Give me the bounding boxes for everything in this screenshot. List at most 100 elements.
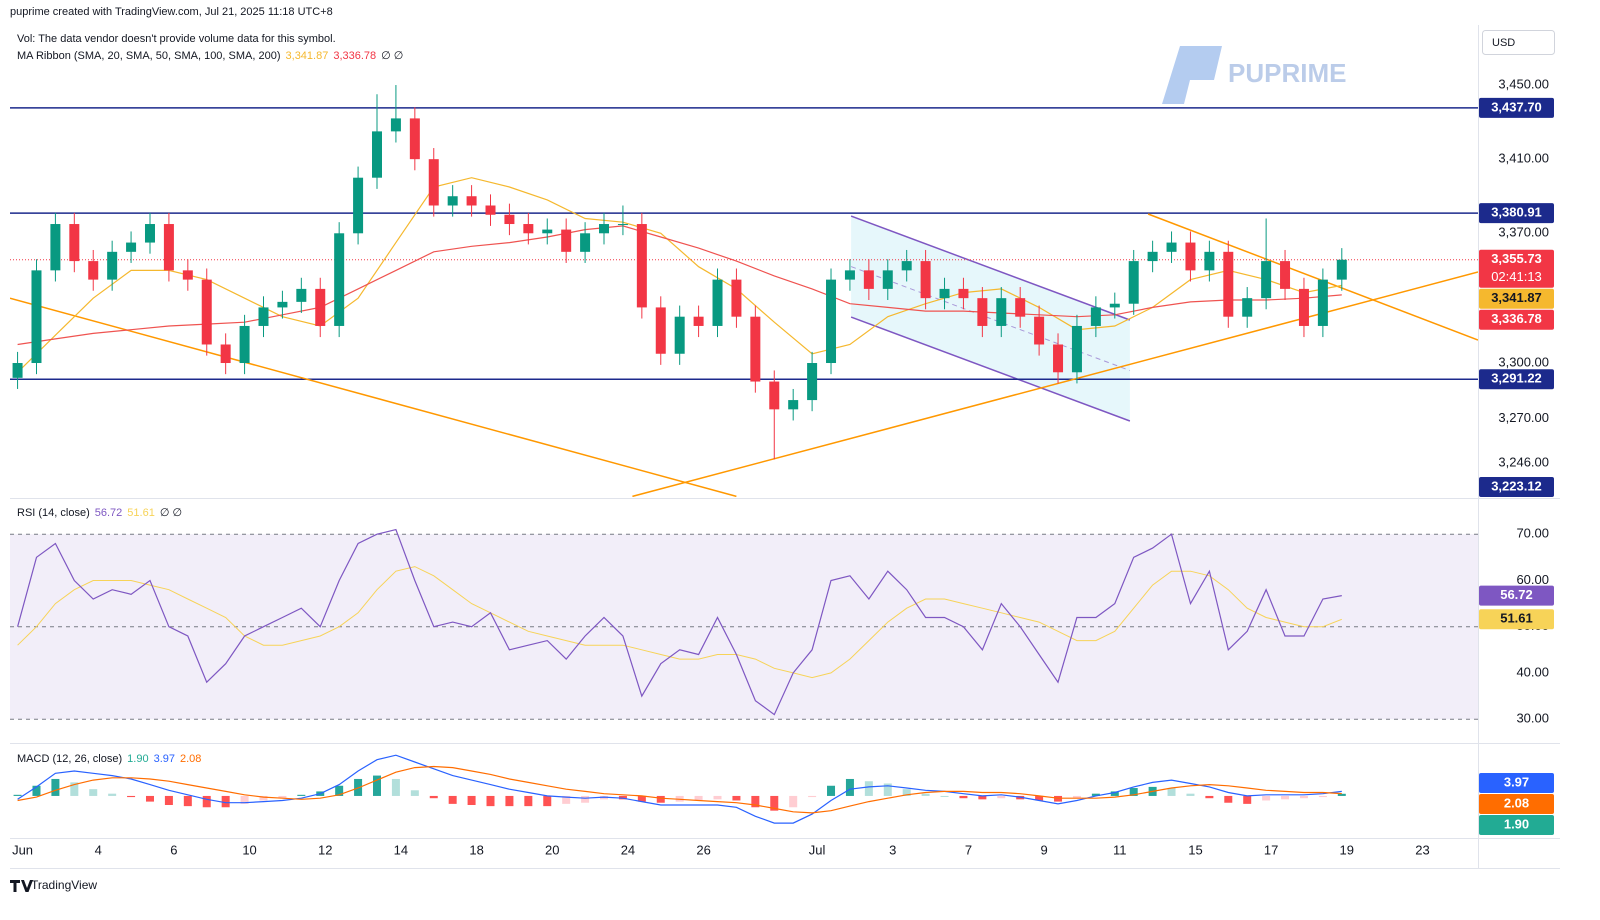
- histogram-bar: [373, 775, 381, 796]
- candle-body: [1185, 242, 1196, 271]
- candle-body: [1261, 261, 1272, 299]
- candle-body: [334, 233, 345, 326]
- legend: Vol: The data vendor doesn't provide vol…: [17, 33, 341, 45]
- price-badge-label: 3,437.70: [1491, 99, 1542, 114]
- legend-text: RSI (14, close): [17, 507, 90, 519]
- trendline: [10, 297, 737, 497]
- histogram-bar: [32, 785, 41, 796]
- currency-box[interactable]: [1482, 30, 1555, 55]
- price-badge: [1479, 773, 1554, 793]
- axis: 3,246.00 3,270.00 3,300.00 3,370.00 3,410.00…: [12, 76, 1554, 857]
- candle-body: [1336, 259, 1347, 280]
- candle-body: [674, 316, 685, 354]
- rsi-line: [17, 528, 1342, 716]
- histogram-bar: [1318, 795, 1327, 798]
- price-badge: [1479, 794, 1554, 814]
- candle-body: [617, 224, 628, 226]
- candle-body: [882, 270, 893, 289]
- candle-body: [1242, 298, 1253, 317]
- candle-body: [844, 270, 855, 280]
- price-badge: [1479, 97, 1554, 118]
- histogram-bar: [864, 781, 873, 796]
- histogram-bar: [1262, 795, 1271, 801]
- rsi-band: [10, 534, 1478, 720]
- candle-body: [296, 288, 307, 302]
- histogram-bar: [259, 795, 268, 801]
- x-tick-label: 23: [1415, 842, 1429, 857]
- histogram-bar: [467, 795, 476, 805]
- legend-text: ∅ ∅: [381, 50, 404, 62]
- price-badge-label: 1.90: [1504, 816, 1529, 831]
- candle-body: [1071, 325, 1082, 373]
- histogram-bar: [1243, 795, 1252, 804]
- histogram-bar: [656, 795, 665, 803]
- y-tick-label: 3,370.00: [1498, 225, 1549, 240]
- candle-body: [447, 196, 458, 206]
- x-tick-label: 19: [1340, 842, 1354, 857]
- legend-value: 2.08: [180, 753, 202, 765]
- candle-body: [788, 400, 799, 410]
- histogram-bar: [524, 795, 533, 807]
- price-badge: [1479, 203, 1554, 224]
- candle-body: [655, 307, 666, 354]
- histogram-bar: [183, 795, 192, 807]
- x-tick-label: Jul: [809, 842, 826, 857]
- legend-value: 1.90: [127, 753, 149, 765]
- histogram-bar: [1091, 793, 1100, 796]
- price-badge-label: 3,380.91: [1491, 205, 1542, 220]
- legend-text: MACD (12, 26, close): [17, 753, 123, 765]
- x-tick-label: 12: [318, 842, 332, 857]
- candle-body: [144, 224, 155, 243]
- histogram-bar: [448, 795, 457, 804]
- y-tick-label: 40.00: [1516, 664, 1549, 679]
- histogram-bar: [883, 783, 892, 796]
- legend-value: 3,336.78: [333, 50, 377, 62]
- histogram-bar: [240, 795, 249, 804]
- candle-body: [1034, 316, 1045, 345]
- candle-body: [1109, 303, 1120, 308]
- candle-body: [599, 224, 610, 234]
- price-badge-label: 2.08: [1504, 795, 1529, 810]
- price-badge: [1479, 288, 1554, 309]
- price-badge-label: 56.72: [1500, 587, 1533, 602]
- histogram-bar: [637, 795, 646, 802]
- price-badge: [1479, 609, 1554, 630]
- candle-body: [466, 196, 477, 206]
- x-tick-label: 3: [889, 842, 896, 857]
- candle-body: [939, 288, 950, 299]
- candle-body: [220, 344, 231, 364]
- y-tick-label: 70.00: [1516, 526, 1549, 541]
- histogram-bar: [51, 778, 60, 796]
- histogram-bar: [1110, 791, 1119, 796]
- histogram-bar: [845, 778, 854, 796]
- histogram-bar: [70, 782, 79, 796]
- pane: [10, 85, 1478, 497]
- candle-body: [580, 233, 591, 252]
- legend-value: 3.97: [153, 753, 175, 765]
- candle-body: [636, 224, 647, 308]
- histogram-bar: [297, 794, 306, 796]
- legend: RSI (14, close) 56.72 51.61 ∅ ∅: [17, 506, 187, 519]
- x-tick-label: 9: [1040, 842, 1047, 857]
- histogram-bar: [959, 795, 968, 799]
- histogram-bar: [89, 789, 98, 796]
- x-tick-label: 7: [965, 842, 972, 857]
- histogram-bar: [921, 793, 930, 796]
- price-badge: [1479, 369, 1554, 390]
- candle-body: [69, 224, 80, 262]
- watermark-logo: [1162, 46, 1222, 104]
- candle-body: [372, 131, 382, 178]
- candle-body: [1053, 344, 1064, 373]
- x-tick-label: 14: [394, 842, 408, 857]
- histogram-bar: [127, 795, 136, 798]
- x-tick-label: 10: [242, 842, 256, 857]
- candle-body: [1128, 261, 1139, 304]
- price-badge-label: 51.61: [1500, 611, 1533, 626]
- histogram-bar: [1205, 795, 1214, 799]
- trendline: [632, 271, 1478, 497]
- y-tick-label: 60.00: [1516, 572, 1549, 587]
- histogram-bar: [940, 795, 949, 797]
- trendline: [1147, 213, 1478, 341]
- candle-body: [390, 118, 401, 132]
